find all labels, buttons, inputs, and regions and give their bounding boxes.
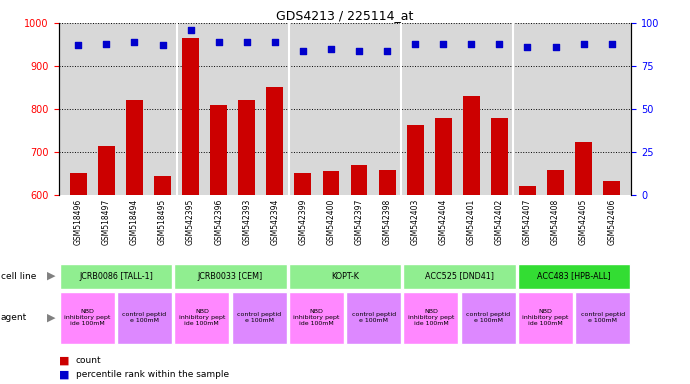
Text: count: count (76, 356, 101, 366)
Bar (463, 96, 480, 384)
Point (550, 44, 561, 50)
Text: ■: ■ (59, 356, 69, 366)
Bar (182, 38, 199, 384)
Bar (289, 264, 401, 288)
Point (72, 42, 83, 48)
Text: ■: ■ (59, 369, 69, 379)
Bar (60, 264, 172, 288)
Text: GSM542399: GSM542399 (298, 199, 307, 245)
Point (578, 41, 589, 47)
Text: GSM542400: GSM542400 (326, 199, 335, 245)
Text: NBD
inhibitory pept
ide 100mM: NBD inhibitory pept ide 100mM (408, 310, 454, 326)
Point (269, 39, 280, 45)
Bar (126, 101, 143, 384)
Point (129, 39, 140, 45)
Text: GSM542403: GSM542403 (411, 199, 420, 245)
Text: GSM542398: GSM542398 (383, 199, 392, 245)
Text: GSM542404: GSM542404 (439, 199, 448, 245)
Text: control peptid
e 100mM: control peptid e 100mM (123, 312, 166, 323)
Text: ▶: ▶ (47, 271, 55, 281)
Text: JCRB0086 [TALL-1]: JCRB0086 [TALL-1] (79, 271, 153, 281)
Text: GSM542393: GSM542393 (242, 199, 251, 245)
Text: GSM542407: GSM542407 (523, 199, 532, 245)
Bar (154, 176, 171, 384)
Bar (266, 87, 283, 384)
Text: GSM542401: GSM542401 (467, 199, 476, 245)
Bar (518, 291, 573, 344)
Bar (175, 264, 286, 288)
Text: ACC525 [DND41]: ACC525 [DND41] (425, 271, 494, 281)
Point (353, 48, 364, 54)
Text: GSM542405: GSM542405 (579, 199, 588, 245)
Point (522, 44, 533, 50)
Bar (175, 291, 229, 344)
Bar (295, 173, 311, 384)
Text: GSM542402: GSM542402 (495, 199, 504, 245)
Bar (575, 291, 630, 344)
Text: GSM518494: GSM518494 (130, 199, 139, 245)
Point (410, 41, 421, 47)
Bar (70, 173, 87, 384)
Text: control peptid
e 100mM: control peptid e 100mM (581, 312, 624, 323)
Point (101, 41, 112, 47)
Bar (435, 118, 452, 384)
Text: GSM518497: GSM518497 (102, 199, 111, 245)
Bar (98, 146, 115, 384)
Text: GSM542394: GSM542394 (270, 199, 279, 245)
Point (607, 41, 618, 47)
Text: JCRB0033 [CEM]: JCRB0033 [CEM] (198, 271, 263, 281)
Text: NBD
inhibitory pept
ide 100mM: NBD inhibitory pept ide 100mM (64, 310, 110, 326)
Point (326, 46, 337, 52)
Bar (404, 264, 515, 288)
Text: GSM542397: GSM542397 (355, 199, 364, 245)
Point (494, 41, 505, 47)
Text: GSM518496: GSM518496 (74, 199, 83, 245)
Point (213, 39, 224, 45)
Text: GSM542406: GSM542406 (607, 199, 616, 245)
Point (297, 48, 308, 54)
Bar (547, 170, 564, 384)
Text: NBD
inhibitory pept
ide 100mM: NBD inhibitory pept ide 100mM (179, 310, 225, 326)
Bar (491, 118, 508, 384)
Text: GSM518495: GSM518495 (158, 199, 167, 245)
Text: NBD
inhibitory pept
ide 100mM: NBD inhibitory pept ide 100mM (293, 310, 339, 326)
Point (241, 39, 253, 45)
Bar (404, 291, 458, 344)
Bar (351, 166, 368, 384)
Text: ACC483 [HPB-ALL]: ACC483 [HPB-ALL] (538, 271, 611, 281)
Bar (519, 185, 536, 384)
Text: KOPT-K: KOPT-K (331, 271, 359, 281)
Text: percentile rank within the sample: percentile rank within the sample (76, 370, 229, 379)
Bar (575, 142, 592, 384)
Bar (346, 291, 401, 344)
Text: control peptid
e 100mM: control peptid e 100mM (466, 312, 510, 323)
Bar (603, 181, 620, 384)
Point (157, 42, 168, 48)
Bar (379, 170, 395, 384)
Text: control peptid
e 100mM: control peptid e 100mM (352, 312, 395, 323)
Bar (117, 291, 172, 344)
Bar (407, 126, 424, 384)
Text: control peptid
e 100mM: control peptid e 100mM (237, 312, 281, 323)
Bar (461, 291, 515, 344)
Text: GSM542408: GSM542408 (551, 199, 560, 245)
Text: NBD
inhibitory pept
ide 100mM: NBD inhibitory pept ide 100mM (522, 310, 569, 326)
Point (185, 27, 196, 33)
Bar (322, 171, 339, 384)
Bar (60, 291, 115, 344)
Point (382, 48, 393, 54)
Title: GDS4213 / 225114_at: GDS4213 / 225114_at (276, 9, 414, 22)
Bar (232, 291, 286, 344)
Text: GSM542395: GSM542395 (186, 199, 195, 245)
Text: ▶: ▶ (47, 313, 55, 323)
Text: GSM542396: GSM542396 (214, 199, 223, 245)
Bar (238, 99, 255, 384)
Bar (518, 264, 630, 288)
Point (437, 41, 448, 47)
Text: cell line: cell line (1, 271, 36, 281)
Bar (289, 291, 344, 344)
Text: agent: agent (1, 313, 27, 322)
Point (466, 41, 477, 47)
Bar (210, 105, 227, 384)
